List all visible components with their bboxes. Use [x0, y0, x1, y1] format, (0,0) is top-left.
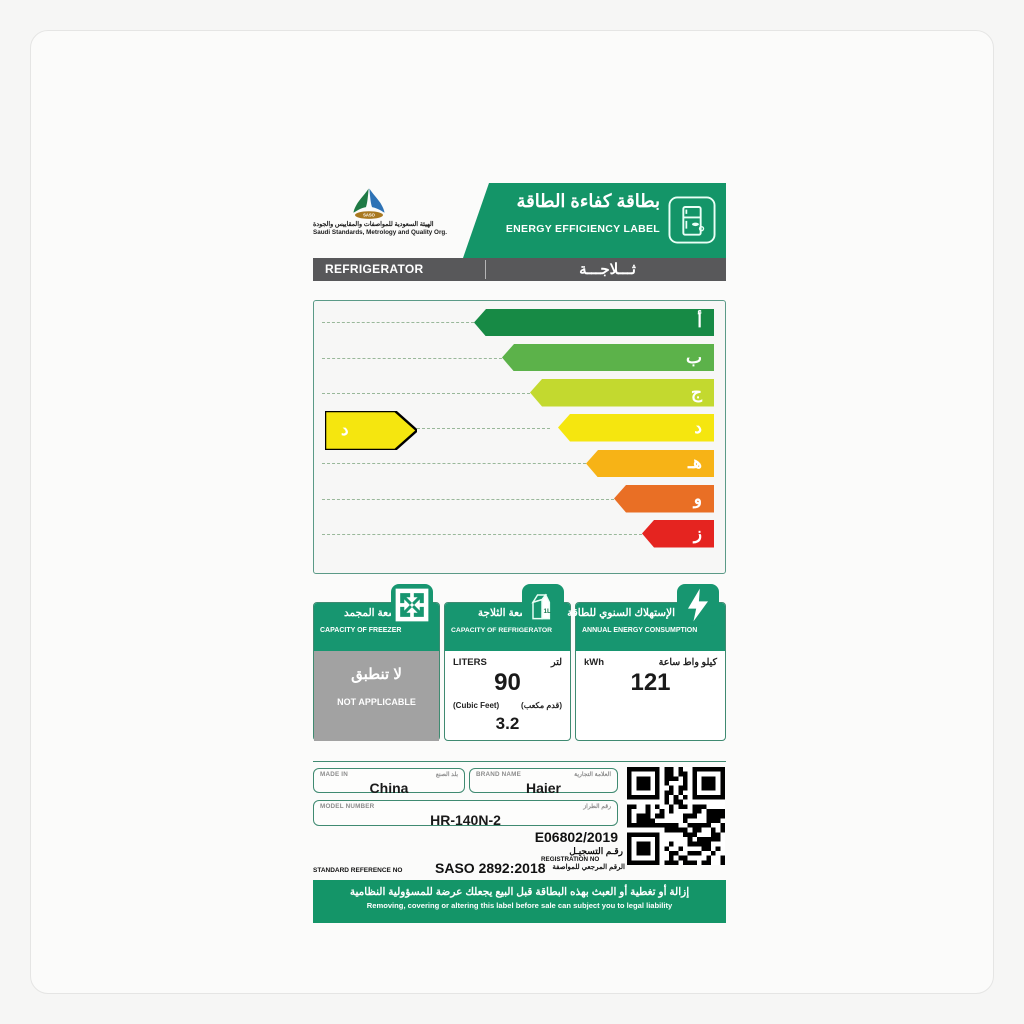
svg-text:SASO: SASO [363, 213, 376, 218]
svg-text:1L: 1L [543, 608, 551, 615]
